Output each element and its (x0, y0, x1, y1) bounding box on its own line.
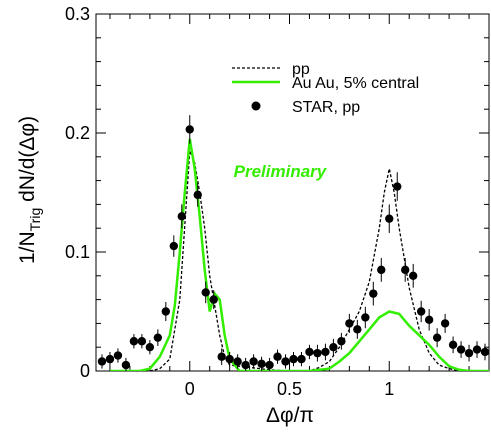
data-point (377, 265, 386, 275)
series-star-pp (97, 115, 489, 371)
data-point (448, 340, 458, 350)
data-point (129, 337, 139, 346)
legend-label-auau: Au Au, 5% central (292, 75, 419, 92)
data-point (297, 354, 306, 364)
data-point (169, 241, 179, 251)
data-point (385, 214, 394, 223)
y-tick-label: 0 (80, 361, 90, 381)
data-point (177, 212, 186, 221)
data-point (289, 354, 298, 364)
data-point (393, 182, 402, 191)
data-point (233, 357, 242, 366)
data-point (105, 354, 115, 364)
y-tick-label: 0.2 (65, 123, 90, 143)
data-point (361, 313, 370, 322)
series-line-auau (110, 138, 489, 371)
data-point (193, 190, 202, 200)
y-axis-title-rest: dN/d(Δφ) (16, 116, 39, 208)
y-tick-label: 0.3 (65, 4, 90, 24)
data-point (209, 295, 218, 304)
data-point (161, 307, 171, 316)
data-point (401, 265, 410, 275)
data-point (408, 271, 418, 280)
data-point (440, 319, 450, 328)
data-point (249, 357, 258, 366)
data-point (424, 315, 434, 325)
data-point (241, 360, 250, 370)
legend-label-pp: pp (292, 61, 310, 78)
data-point (432, 333, 442, 342)
data-point (313, 348, 322, 358)
legend-label-star: STAR, pp (292, 99, 360, 116)
data-point (225, 354, 234, 364)
x-axis-title: Δφ/π (266, 404, 314, 427)
data-point (329, 343, 338, 352)
data-point (265, 360, 274, 370)
axis-ticks (96, 13, 490, 372)
data-point (153, 333, 163, 342)
tick-labels: 0 0.5 1 0 0.1 0.2 0.3 (65, 4, 394, 399)
data-point (273, 352, 282, 361)
x-tick-label: 1 (384, 379, 394, 399)
data-point (480, 347, 489, 357)
data-point (185, 125, 194, 134)
data-point (305, 347, 314, 357)
y-tick-label: 0.1 (65, 242, 90, 262)
data-point (121, 360, 131, 370)
data-point (464, 348, 474, 358)
data-point (456, 345, 466, 354)
y-axis-title-sub: Trig (27, 208, 43, 232)
data-point (353, 325, 362, 334)
data-point (113, 351, 123, 360)
legend: pp Au Au, 5% central STAR, pp (232, 61, 419, 116)
data-point (416, 307, 426, 316)
y-axis-title: 1/NTrig dN/d(Δφ) (16, 116, 43, 264)
data-point (321, 347, 330, 357)
preliminary-annotation: Preliminary (234, 162, 328, 181)
data-point (257, 359, 266, 369)
x-tick-label: 0.5 (277, 379, 302, 399)
data-point (281, 357, 290, 366)
data-point (97, 357, 107, 366)
data-point (201, 288, 210, 297)
x-tick-label: 0 (185, 379, 195, 399)
data-point (472, 345, 482, 354)
data-point (145, 343, 155, 352)
data-point (337, 337, 346, 346)
y-axis-title-main: 1/N (16, 231, 39, 264)
data-point (137, 337, 147, 346)
data-point (345, 319, 354, 328)
series-layer (97, 115, 489, 371)
data-point (217, 352, 226, 361)
data-point (369, 289, 378, 298)
legend-swatch-star (251, 101, 261, 111)
